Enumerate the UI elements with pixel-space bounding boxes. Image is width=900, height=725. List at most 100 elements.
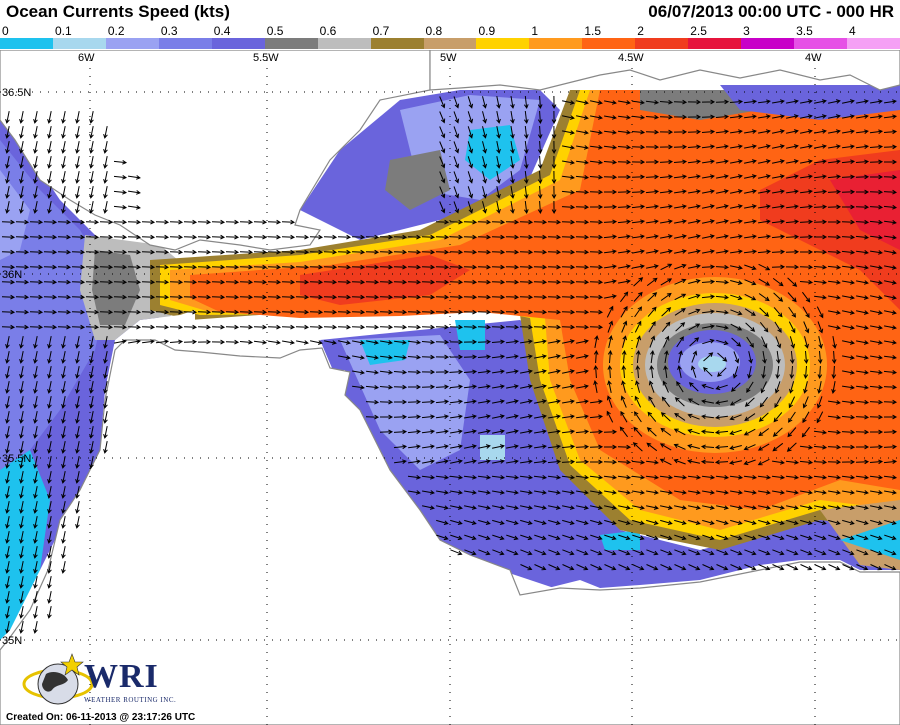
- current-arrow: [855, 414, 870, 420]
- current-arrow: [758, 219, 771, 224]
- current-arrow: [804, 336, 809, 349]
- current-arrow: [71, 324, 86, 330]
- current-arrow: [351, 279, 366, 285]
- current-arrow: [211, 324, 226, 330]
- current-arrow: [883, 474, 898, 480]
- current-arrow: [510, 141, 515, 154]
- current-arrow: [450, 490, 463, 495]
- current-arrow: [19, 171, 24, 184]
- current-arrow: [688, 490, 701, 495]
- current-arrow: [19, 351, 24, 364]
- current-arrow: [421, 369, 436, 375]
- current-arrow: [744, 234, 757, 239]
- current-arrow: [337, 309, 352, 315]
- current-arrow: [828, 564, 841, 571]
- current-arrow: [576, 384, 589, 389]
- current-arrow: [1, 219, 16, 225]
- current-arrow: [688, 279, 701, 284]
- current-arrow: [604, 490, 617, 495]
- current-arrow: [715, 129, 730, 135]
- current-arrow: [169, 339, 184, 345]
- current-arrow: [453, 171, 460, 184]
- current-arrow: [89, 186, 94, 199]
- current-arrow: [103, 336, 108, 349]
- current-arrow: [884, 534, 897, 541]
- legend-swatch: [211, 38, 266, 49]
- current-arrow: [547, 294, 562, 300]
- current-arrow: [618, 490, 631, 495]
- current-arrow: [772, 442, 784, 452]
- current-arrow: [75, 486, 80, 499]
- current-arrow: [842, 295, 855, 300]
- current-arrow: [548, 549, 561, 556]
- current-arrow: [775, 350, 781, 365]
- current-arrow: [408, 384, 422, 390]
- current-arrow: [813, 505, 827, 510]
- current-arrow: [253, 234, 268, 240]
- current-arrow: [771, 234, 786, 240]
- current-arrow: [730, 382, 741, 392]
- current-arrow: [717, 367, 727, 377]
- current-arrow: [43, 324, 58, 330]
- logo-wordmark: WRI: [84, 658, 159, 695]
- current-arrow: [814, 144, 827, 149]
- current-arrow: [225, 249, 240, 255]
- current-arrow: [5, 111, 10, 124]
- current-arrow: [435, 324, 450, 330]
- current-arrow: [827, 264, 842, 270]
- current-arrow: [800, 174, 813, 179]
- current-arrow: [729, 445, 742, 450]
- current-arrow: [393, 264, 408, 270]
- current-arrow: [561, 234, 576, 240]
- current-arrow: [467, 111, 474, 124]
- current-arrow: [71, 309, 86, 315]
- current-arrow: [113, 159, 128, 165]
- current-arrow: [884, 99, 897, 104]
- current-arrow: [61, 456, 66, 469]
- current-arrow: [537, 200, 543, 215]
- current-arrow: [435, 354, 450, 360]
- legend-swatch: [52, 38, 107, 49]
- current-arrow: [422, 459, 435, 464]
- current-arrow: [75, 426, 80, 439]
- current-arrow: [407, 309, 422, 315]
- current-arrow: [714, 429, 729, 435]
- current-arrow: [365, 414, 380, 420]
- current-arrow: [663, 365, 668, 378]
- current-arrow: [631, 159, 646, 165]
- current-arrow: [103, 186, 108, 199]
- current-arrow: [575, 249, 590, 255]
- current-arrow: [33, 456, 38, 469]
- current-arrow: [492, 429, 505, 434]
- current-arrow: [745, 322, 756, 332]
- current-arrow: [604, 189, 618, 195]
- current-arrow: [561, 219, 576, 225]
- current-arrow: [842, 355, 855, 360]
- current-arrow: [702, 189, 715, 194]
- current-arrow: [589, 234, 604, 240]
- current-arrow: [505, 279, 520, 285]
- current-arrow: [463, 339, 478, 345]
- current-arrow: [337, 324, 352, 330]
- current-arrow: [533, 219, 548, 225]
- current-arrow: [5, 186, 10, 199]
- current-arrow: [746, 336, 754, 348]
- current-arrow: [702, 204, 715, 209]
- current-arrow: [576, 339, 589, 344]
- current-arrow: [814, 159, 827, 164]
- current-arrow: [453, 96, 460, 109]
- current-arrow: [492, 384, 505, 389]
- current-arrow: [687, 459, 701, 464]
- current-arrow: [842, 310, 855, 315]
- current-arrow: [61, 516, 66, 529]
- current-arrow: [435, 399, 450, 405]
- current-arrow: [618, 549, 631, 556]
- current-arrow: [155, 324, 170, 330]
- current-arrow: [620, 410, 628, 423]
- current-arrow: [463, 234, 478, 240]
- current-arrow: [309, 249, 324, 255]
- current-arrow: [467, 156, 474, 169]
- current-arrow: [732, 366, 739, 379]
- current-arrow: [775, 365, 781, 380]
- current-arrow: [883, 189, 898, 195]
